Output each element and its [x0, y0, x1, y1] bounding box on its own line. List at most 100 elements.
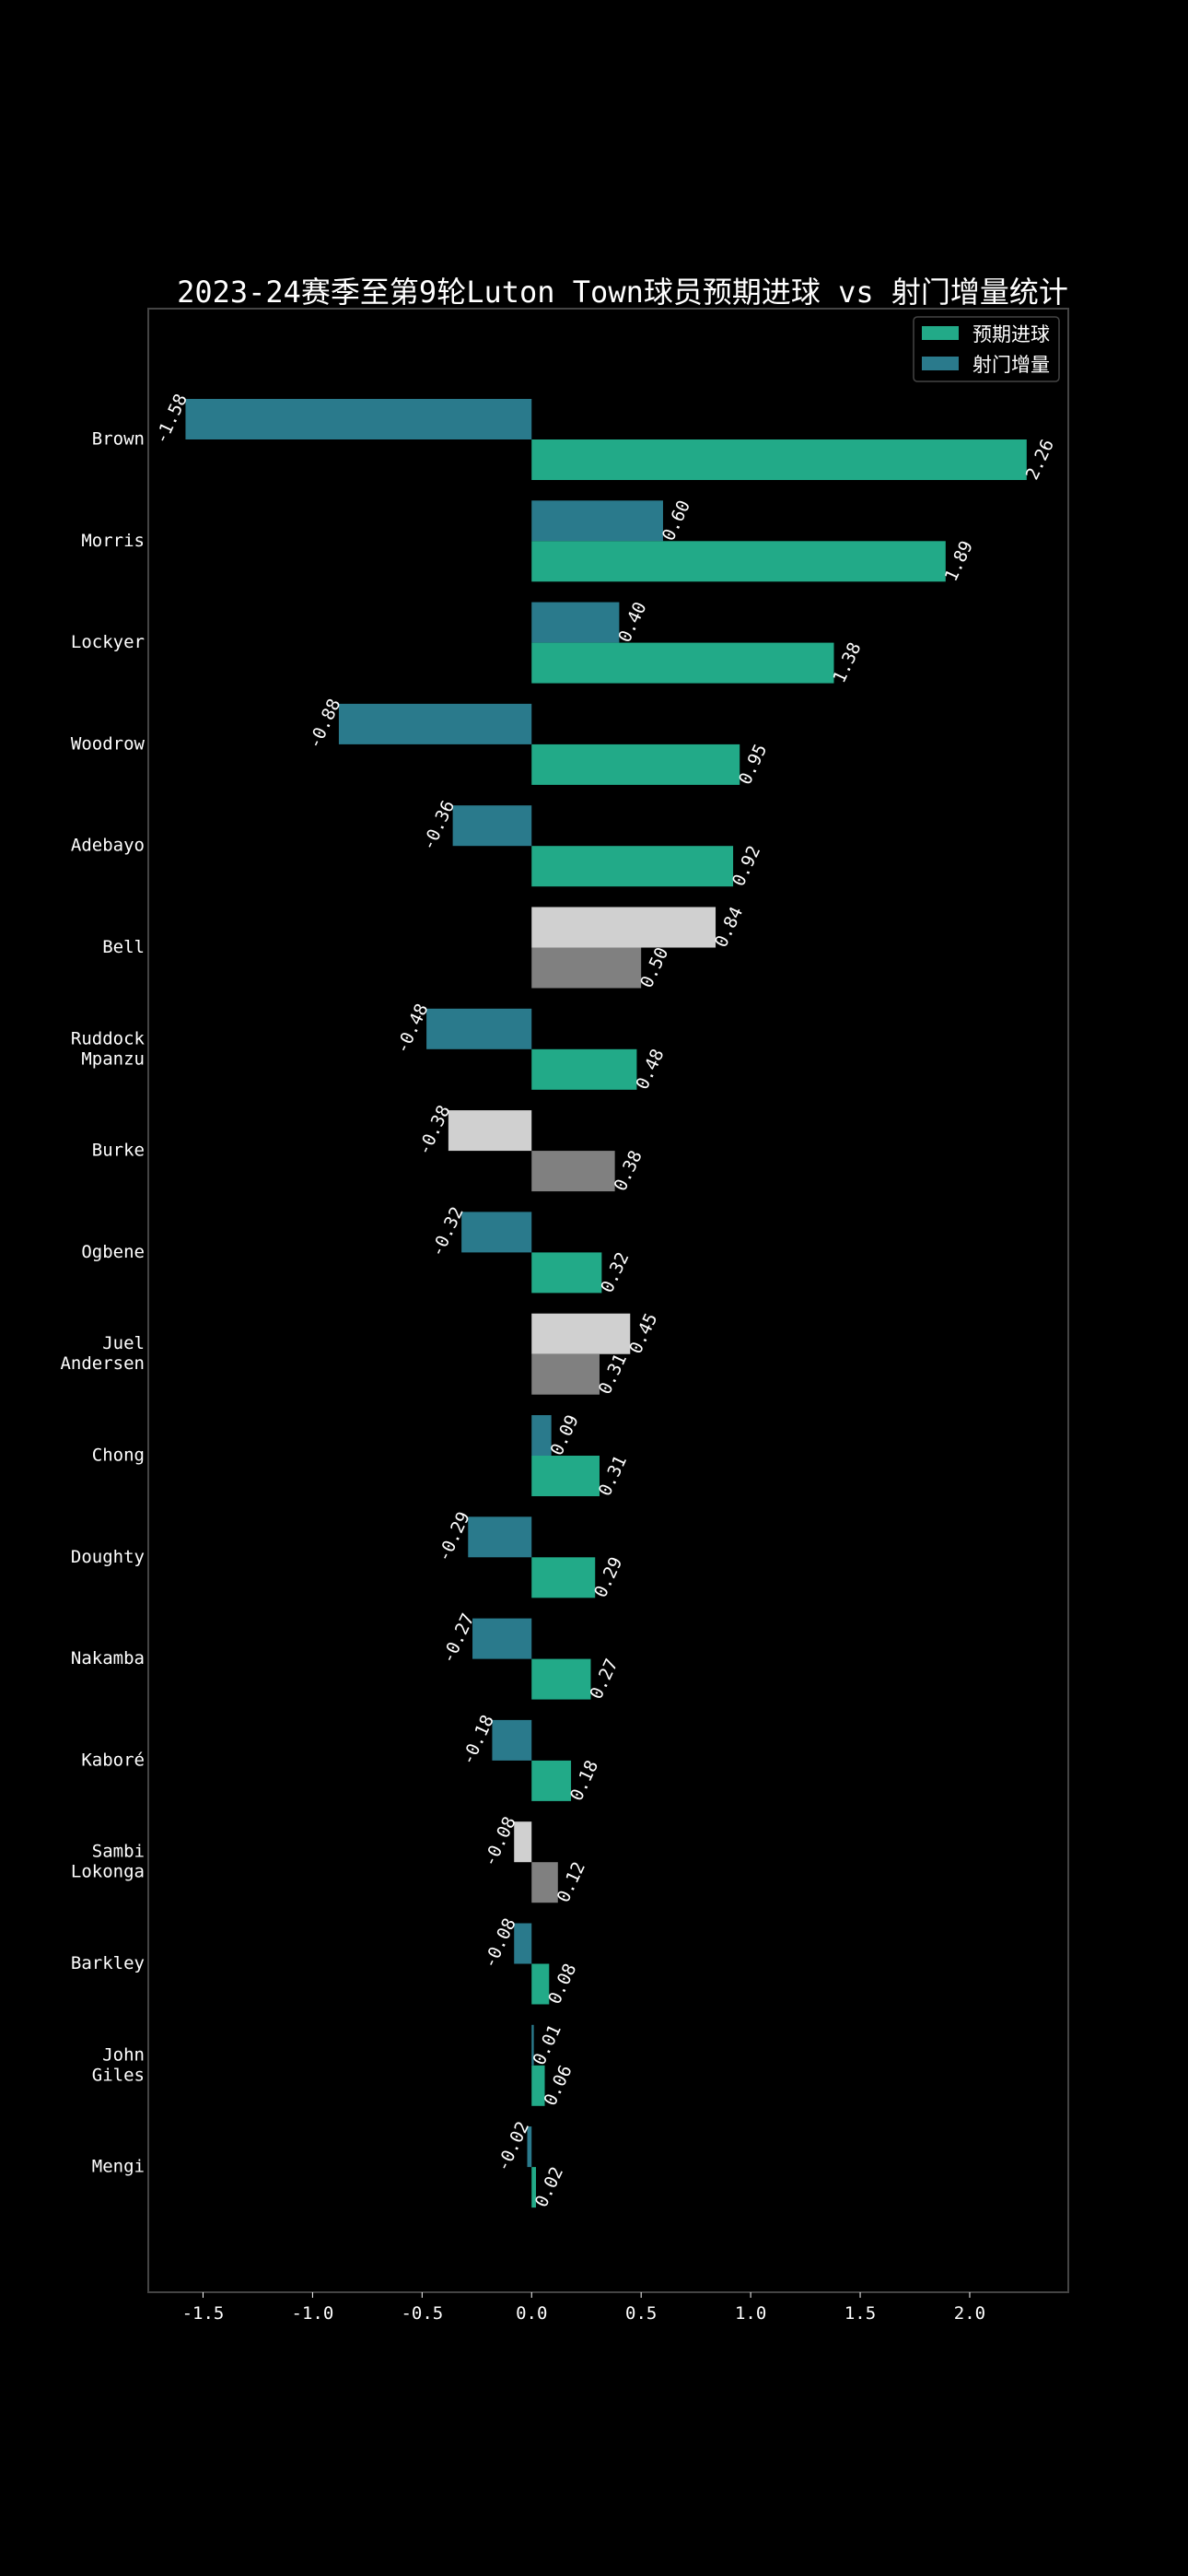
- expected-bar: [531, 541, 946, 582]
- x-tick-label: 0.0: [516, 2303, 547, 2324]
- expected-value-label: 0.08: [544, 1961, 580, 2008]
- delta-bar: [461, 1212, 532, 1253]
- delta-value-label: -0.02: [493, 2118, 533, 2174]
- category-label: Adebayo: [71, 836, 145, 856]
- delta-bar: [185, 399, 532, 439]
- delta-bar: [448, 1110, 532, 1152]
- category-label: Mengi: [92, 2157, 145, 2177]
- category-label: Kaboré: [81, 1750, 145, 1770]
- expected-value-label: 0.18: [566, 1757, 602, 1804]
- category-label: Chong: [92, 1446, 145, 1466]
- expected-bar: [531, 2065, 545, 2106]
- expected-value-label: 0.95: [735, 741, 771, 788]
- x-axis: -1.5 -1.0 -0.5 0.0 0.5 1.0 1.5 2.0: [182, 2292, 985, 2324]
- expected-bar: [531, 744, 740, 785]
- expected-bar: [531, 846, 734, 887]
- expected-bar: [531, 1456, 600, 1496]
- legend-swatch-expected: [922, 326, 959, 340]
- delta-value-label: -0.48: [392, 1001, 433, 1057]
- category-label: Ruddock Mpanzu: [71, 1028, 146, 1069]
- x-tick-label: 1.0: [735, 2303, 766, 2324]
- category-label: Brown: [92, 429, 145, 450]
- delta-bar: [531, 1415, 552, 1456]
- expected-bar: [531, 1658, 591, 1700]
- delta-value-label: 0.09: [547, 1411, 583, 1458]
- delta-value-label: -0.27: [438, 1610, 479, 1667]
- expected-bar: [531, 1963, 550, 2005]
- expected-value-label: 0.48: [632, 1046, 668, 1093]
- category-label: John Giles: [92, 2044, 145, 2085]
- category-labels: Brown Morris Lockyer Woodrow Adebayo Bell Rudd…: [60, 429, 145, 2177]
- x-tick-label: -1.0: [292, 2303, 334, 2324]
- category-label: Morris: [81, 531, 145, 551]
- delta-bar: [531, 1313, 631, 1354]
- delta-value-label: 0.01: [530, 2021, 565, 2068]
- delta-bar: [531, 2024, 534, 2066]
- delta-bar: [514, 1923, 532, 1964]
- delta-bar: [468, 1516, 532, 1558]
- legend-label-delta: 射门增量: [973, 354, 1050, 376]
- delta-value-label: 0.45: [625, 1310, 661, 1357]
- expected-value-label: 0.12: [553, 1859, 589, 1906]
- category-label: Woodrow: [71, 733, 146, 754]
- delta-value-label: 0.40: [614, 599, 650, 646]
- category-label: Burke: [92, 1141, 145, 1161]
- expected-value-label: 1.38: [829, 639, 865, 686]
- delta-value-label: -0.29: [434, 1509, 474, 1565]
- x-tick-label: 0.5: [625, 2303, 657, 2324]
- legend-swatch-delta: [922, 357, 959, 370]
- delta-bar: [531, 500, 663, 542]
- x-tick-label: 1.5: [844, 2303, 876, 2324]
- category-label: Bell: [102, 937, 145, 957]
- delta-bar: [426, 1008, 532, 1049]
- expected-bar: [531, 1353, 600, 1395]
- expected-bar: [531, 1862, 558, 1903]
- expected-value-label: 1.89: [941, 538, 977, 585]
- expected-value-label: 0.32: [597, 1249, 633, 1296]
- delta-value-label: -0.88: [304, 696, 344, 752]
- expected-value-label: 2.26: [1022, 436, 1058, 483]
- delta-value-label: -0.18: [458, 1712, 498, 1768]
- delta-value-label: -1.58: [151, 391, 192, 447]
- plot-frame: [147, 308, 1069, 2293]
- category-label: Juel Andersen: [60, 1333, 145, 1374]
- expected-bar: [531, 1252, 602, 1294]
- delta-bar: [338, 703, 532, 744]
- expected-bar: [531, 642, 834, 684]
- delta-bar: [531, 907, 716, 948]
- delta-value-label: -0.08: [480, 1813, 520, 1869]
- category-label: Lockyer: [71, 632, 145, 652]
- expected-bar: [531, 1151, 615, 1192]
- expected-bar: [531, 2167, 537, 2208]
- category-label: Barkley: [71, 1953, 145, 1973]
- delta-bar: [472, 1618, 532, 1659]
- delta-value-label: -0.36: [418, 797, 459, 853]
- expected-value-label: 0.02: [531, 2164, 567, 2211]
- expected-bar: [531, 1557, 596, 1598]
- expected-bar: [531, 1760, 572, 1801]
- expected-value-label: 0.92: [728, 843, 764, 890]
- x-tick-label: -0.5: [401, 2303, 443, 2324]
- delta-value-label: -0.32: [427, 1204, 468, 1260]
- expected-value-label: 0.27: [586, 1656, 622, 1703]
- category-label: Nakamba: [71, 1648, 145, 1669]
- expected-bar: [531, 1048, 637, 1090]
- legend-label-expected: 预期进球: [973, 323, 1050, 345]
- chart-title: 2023-24赛季至第9轮Luton Town球员预期进球 vs 射门增量统计: [177, 275, 1068, 310]
- expected-value-label: 0.38: [611, 1148, 646, 1195]
- delta-bar: [514, 1821, 532, 1863]
- expected-bar: [531, 947, 642, 989]
- legend: 预期进球 射门增量: [913, 316, 1060, 382]
- expected-value-label: 0.31: [595, 1351, 631, 1398]
- category-label: Sambi Lokonga: [71, 1842, 145, 1882]
- expected-value-label: 0.31: [595, 1452, 631, 1499]
- delta-bar: [531, 602, 620, 643]
- delta-bar: [492, 1719, 532, 1761]
- x-tick-label: -1.5: [182, 2303, 225, 2324]
- delta-value-label: 0.60: [658, 498, 694, 544]
- delta-value-label: -0.08: [480, 1915, 520, 1972]
- category-label: Doughty: [71, 1547, 145, 1567]
- x-tick-label: 2.0: [954, 2303, 985, 2324]
- delta-value-label: -0.38: [413, 1102, 454, 1158]
